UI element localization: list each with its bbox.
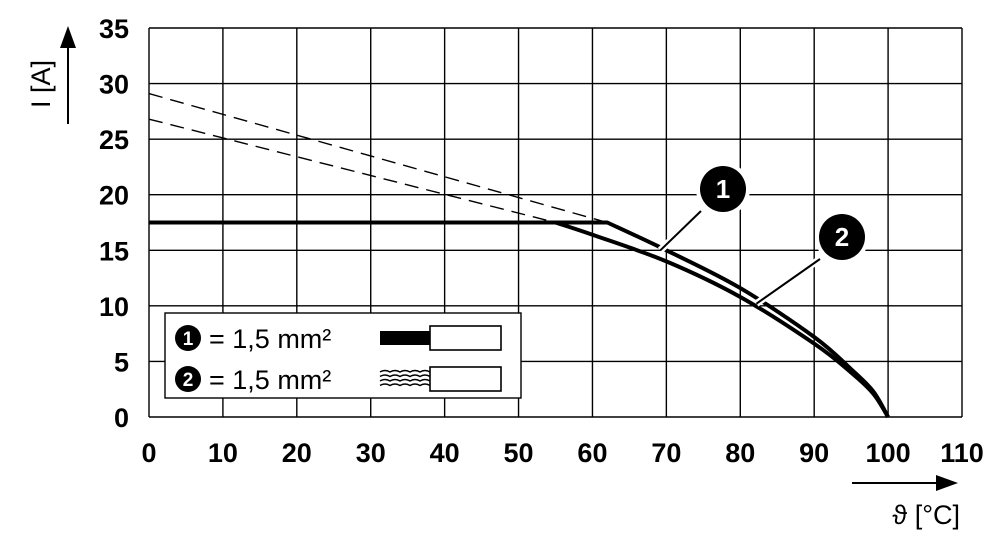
legend-equals: = [209, 324, 232, 354]
legend-badge-number: 2 [183, 370, 194, 391]
stranded-wire-icon [379, 369, 431, 387]
x-tick-label: 20 [282, 438, 312, 468]
x-tick-label: 40 [430, 438, 460, 468]
y-tick-label: 0 [114, 403, 129, 433]
x-tick-label: 60 [577, 438, 607, 468]
chart-ticks: 0 10 20 30 40 50 60 70 80 90 100 110 0 5 10 15 20 25 30 35 [99, 14, 984, 468]
annotation-badge [700, 166, 746, 212]
wire-strand [379, 383, 431, 387]
y-tick-label: 5 [114, 347, 129, 377]
series-line [149, 220, 890, 419]
wire-strand [379, 378, 431, 382]
annotation-label: 2 [835, 222, 849, 252]
chart-grid [148, 27, 963, 418]
legend-badge [175, 366, 201, 392]
legend-series-name: 1,5 mm² [232, 365, 331, 395]
x-tick-label: 0 [141, 438, 156, 468]
x-tick-label: 70 [651, 438, 681, 468]
annotation-leader [659, 210, 702, 252]
legend-entry-text: = 1,5 mm² [209, 365, 331, 395]
legend-series-name: 1,5 mm² [232, 324, 331, 354]
y-tick-label: 30 [99, 70, 129, 100]
wire-strand [379, 369, 431, 373]
annotation-leader [755, 258, 821, 305]
x-tick-label: 90 [799, 438, 829, 468]
y-tick-label: 10 [99, 292, 129, 322]
x-axis-arrowhead [936, 475, 958, 491]
y-tick-label: 25 [99, 125, 129, 155]
legend-badge [175, 325, 201, 351]
y-tick-label: 15 [99, 236, 129, 266]
chart-axes: I [A] ϑ [°C] [26, 26, 960, 530]
y-axis-label: I [A] [26, 60, 56, 108]
x-tick-label: 110 [940, 438, 984, 468]
chart-legend: 1 = 1,5 mm² 2 = 1,5 mm² [164, 312, 522, 399]
series-extrapolation-line [148, 92, 608, 224]
wire-insulation-icon [429, 366, 502, 392]
x-tick-label: 100 [866, 438, 911, 468]
legend-badge-number: 1 [183, 329, 194, 350]
chart-annotations: 12 [657, 162, 869, 307]
series-extrapolation-line [148, 118, 556, 224]
wire-strand [379, 374, 431, 378]
solid-wire-icon [380, 331, 430, 345]
annotation-label: 1 [716, 174, 730, 204]
x-tick-label: 10 [208, 438, 238, 468]
annotation-badge [819, 214, 865, 260]
legend-entry-text: = 1,5 mm² [209, 324, 331, 354]
legend-equals: = [209, 365, 232, 395]
x-tick-label: 50 [504, 438, 534, 468]
wire-insulation-icon [429, 325, 502, 351]
y-axis-arrowhead [60, 26, 76, 48]
x-axis-label: ϑ [°C] [892, 500, 960, 530]
y-tick-label: 20 [99, 181, 129, 211]
x-tick-label: 30 [356, 438, 386, 468]
chart-series [148, 92, 890, 419]
y-tick-label: 35 [99, 14, 129, 44]
x-tick-label: 80 [725, 438, 755, 468]
